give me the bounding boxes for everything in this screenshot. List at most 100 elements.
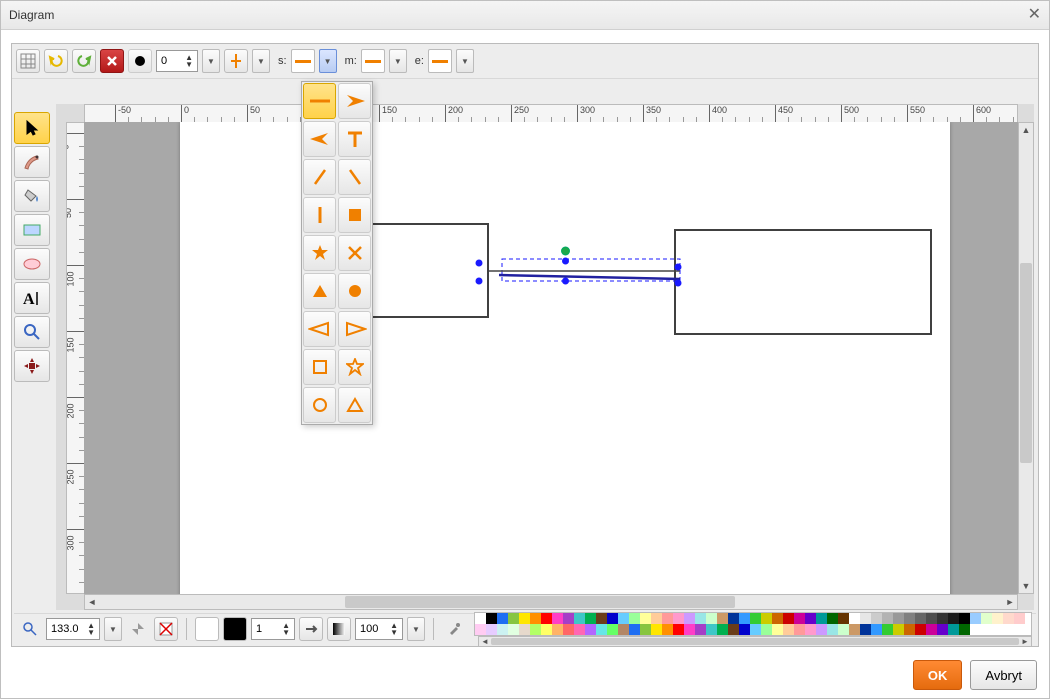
color-swatch[interactable] [574, 613, 585, 624]
color-swatch[interactable] [552, 613, 563, 624]
opacity-dropdown[interactable]: ▼ [407, 617, 425, 641]
end-marker-preview[interactable] [428, 49, 452, 73]
color-swatch[interactable] [882, 613, 893, 624]
color-swatch[interactable] [651, 624, 662, 635]
grid-toggle[interactable] [16, 49, 40, 73]
color-swatch[interactable] [530, 624, 541, 635]
stroke-width-dropdown[interactable]: ▼ [202, 49, 220, 73]
fill-white-swatch[interactable] [195, 617, 219, 641]
color-swatch[interactable] [849, 624, 860, 635]
marker-triangle-open[interactable] [338, 387, 371, 423]
scroll-down-icon[interactable]: ▼ [1019, 579, 1033, 593]
color-swatch[interactable] [574, 624, 585, 635]
h-scroll-thumb[interactable] [345, 596, 735, 608]
pointer-tool[interactable] [14, 112, 50, 144]
color-swatch[interactable] [926, 613, 937, 624]
color-swatch[interactable] [497, 613, 508, 624]
color-swatch[interactable] [827, 613, 838, 624]
color-swatch[interactable] [585, 613, 596, 624]
stroke-width-bottom-input[interactable]: 1 ▲▼ [251, 618, 295, 640]
marker-triangle-fill[interactable] [303, 273, 336, 309]
color-swatch[interactable] [937, 624, 948, 635]
color-swatch[interactable] [706, 624, 717, 635]
color-swatch[interactable] [838, 624, 849, 635]
color-swatch[interactable] [684, 613, 695, 624]
color-swatch[interactable] [915, 624, 926, 635]
move-tool[interactable] [14, 350, 50, 382]
v-scroll-thumb[interactable] [1020, 263, 1032, 463]
color-swatch[interactable] [673, 613, 684, 624]
color-swatch[interactable] [541, 613, 552, 624]
color-swatch[interactable] [585, 624, 596, 635]
marker-star-fill[interactable] [303, 235, 336, 271]
scroll-up-icon[interactable]: ▲ [1019, 123, 1033, 137]
color-swatch[interactable] [739, 613, 750, 624]
color-swatch[interactable] [772, 613, 783, 624]
magnify-tool[interactable] [14, 316, 50, 348]
marker-arrow-back[interactable] [338, 83, 371, 119]
color-swatch[interactable] [475, 613, 486, 624]
color-swatch[interactable] [684, 624, 695, 635]
color-swatch[interactable] [1014, 613, 1025, 624]
color-swatch[interactable] [904, 624, 915, 635]
color-swatch[interactable] [596, 624, 607, 635]
color-swatch[interactable] [794, 624, 805, 635]
color-swatch[interactable] [926, 624, 937, 635]
color-swatch[interactable] [662, 624, 673, 635]
color-swatch[interactable] [629, 624, 640, 635]
stroke-black-swatch[interactable] [223, 617, 247, 641]
eyedropper-icon[interactable] [442, 617, 466, 641]
color-swatch[interactable] [794, 613, 805, 624]
horizontal-scrollbar[interactable]: ◄ ► [84, 594, 1018, 610]
swap-colors-icon[interactable] [126, 617, 150, 641]
color-spot[interactable] [128, 49, 152, 73]
rectangle-tool[interactable] [14, 214, 50, 246]
palette-scrollbar[interactable]: ◄ ► [478, 636, 1032, 647]
spinner-icon[interactable]: ▲▼ [185, 54, 193, 68]
color-swatch[interactable] [486, 613, 497, 624]
color-swatch[interactable] [717, 613, 728, 624]
color-swatch[interactable] [783, 624, 794, 635]
start-marker-preview[interactable] [291, 49, 315, 73]
opacity-input[interactable]: 100 ▲▼ [355, 618, 403, 640]
color-swatch[interactable] [640, 613, 651, 624]
marker-backslash[interactable] [338, 159, 371, 195]
marker-star-open[interactable] [338, 349, 371, 385]
color-swatch[interactable] [563, 613, 574, 624]
canvas-page[interactable] [180, 122, 950, 594]
color-palette[interactable] [474, 612, 1032, 636]
snap-dropdown[interactable]: ▼ [252, 49, 270, 73]
zoom-input[interactable]: 133.0 ▲▼ [46, 618, 100, 640]
color-swatch[interactable] [959, 613, 970, 624]
mid-marker-preview[interactable] [361, 49, 385, 73]
color-swatch[interactable] [607, 624, 618, 635]
marker-circle-fill[interactable] [338, 273, 371, 309]
pal-scroll-left-icon[interactable]: ◄ [479, 637, 491, 646]
marker-arrow-open-right[interactable] [338, 311, 371, 347]
marker-square-open[interactable] [303, 349, 336, 385]
color-swatch[interactable] [662, 613, 673, 624]
pen-tool[interactable] [14, 146, 50, 178]
color-swatch[interactable] [860, 613, 871, 624]
color-swatch[interactable] [486, 624, 497, 635]
color-swatch[interactable] [948, 624, 959, 635]
color-swatch[interactable] [541, 624, 552, 635]
color-swatch[interactable] [805, 613, 816, 624]
color-swatch[interactable] [519, 613, 530, 624]
color-swatch[interactable] [706, 613, 717, 624]
color-swatch[interactable] [959, 624, 970, 635]
color-swatch[interactable] [871, 613, 882, 624]
color-swatch[interactable] [750, 624, 761, 635]
marker-bar[interactable] [303, 197, 336, 233]
color-swatch[interactable] [596, 613, 607, 624]
color-swatch[interactable] [530, 613, 541, 624]
color-swatch[interactable] [970, 613, 981, 624]
color-swatch[interactable] [750, 613, 761, 624]
bucket-tool[interactable] [14, 180, 50, 212]
stroke-width-input[interactable]: 0 ▲▼ [156, 50, 198, 72]
color-swatch[interactable] [981, 613, 992, 624]
marker-menu[interactable] [301, 81, 373, 425]
color-swatch[interactable] [893, 613, 904, 624]
color-swatch[interactable] [915, 613, 926, 624]
canvas-viewport[interactable] [84, 122, 1018, 594]
